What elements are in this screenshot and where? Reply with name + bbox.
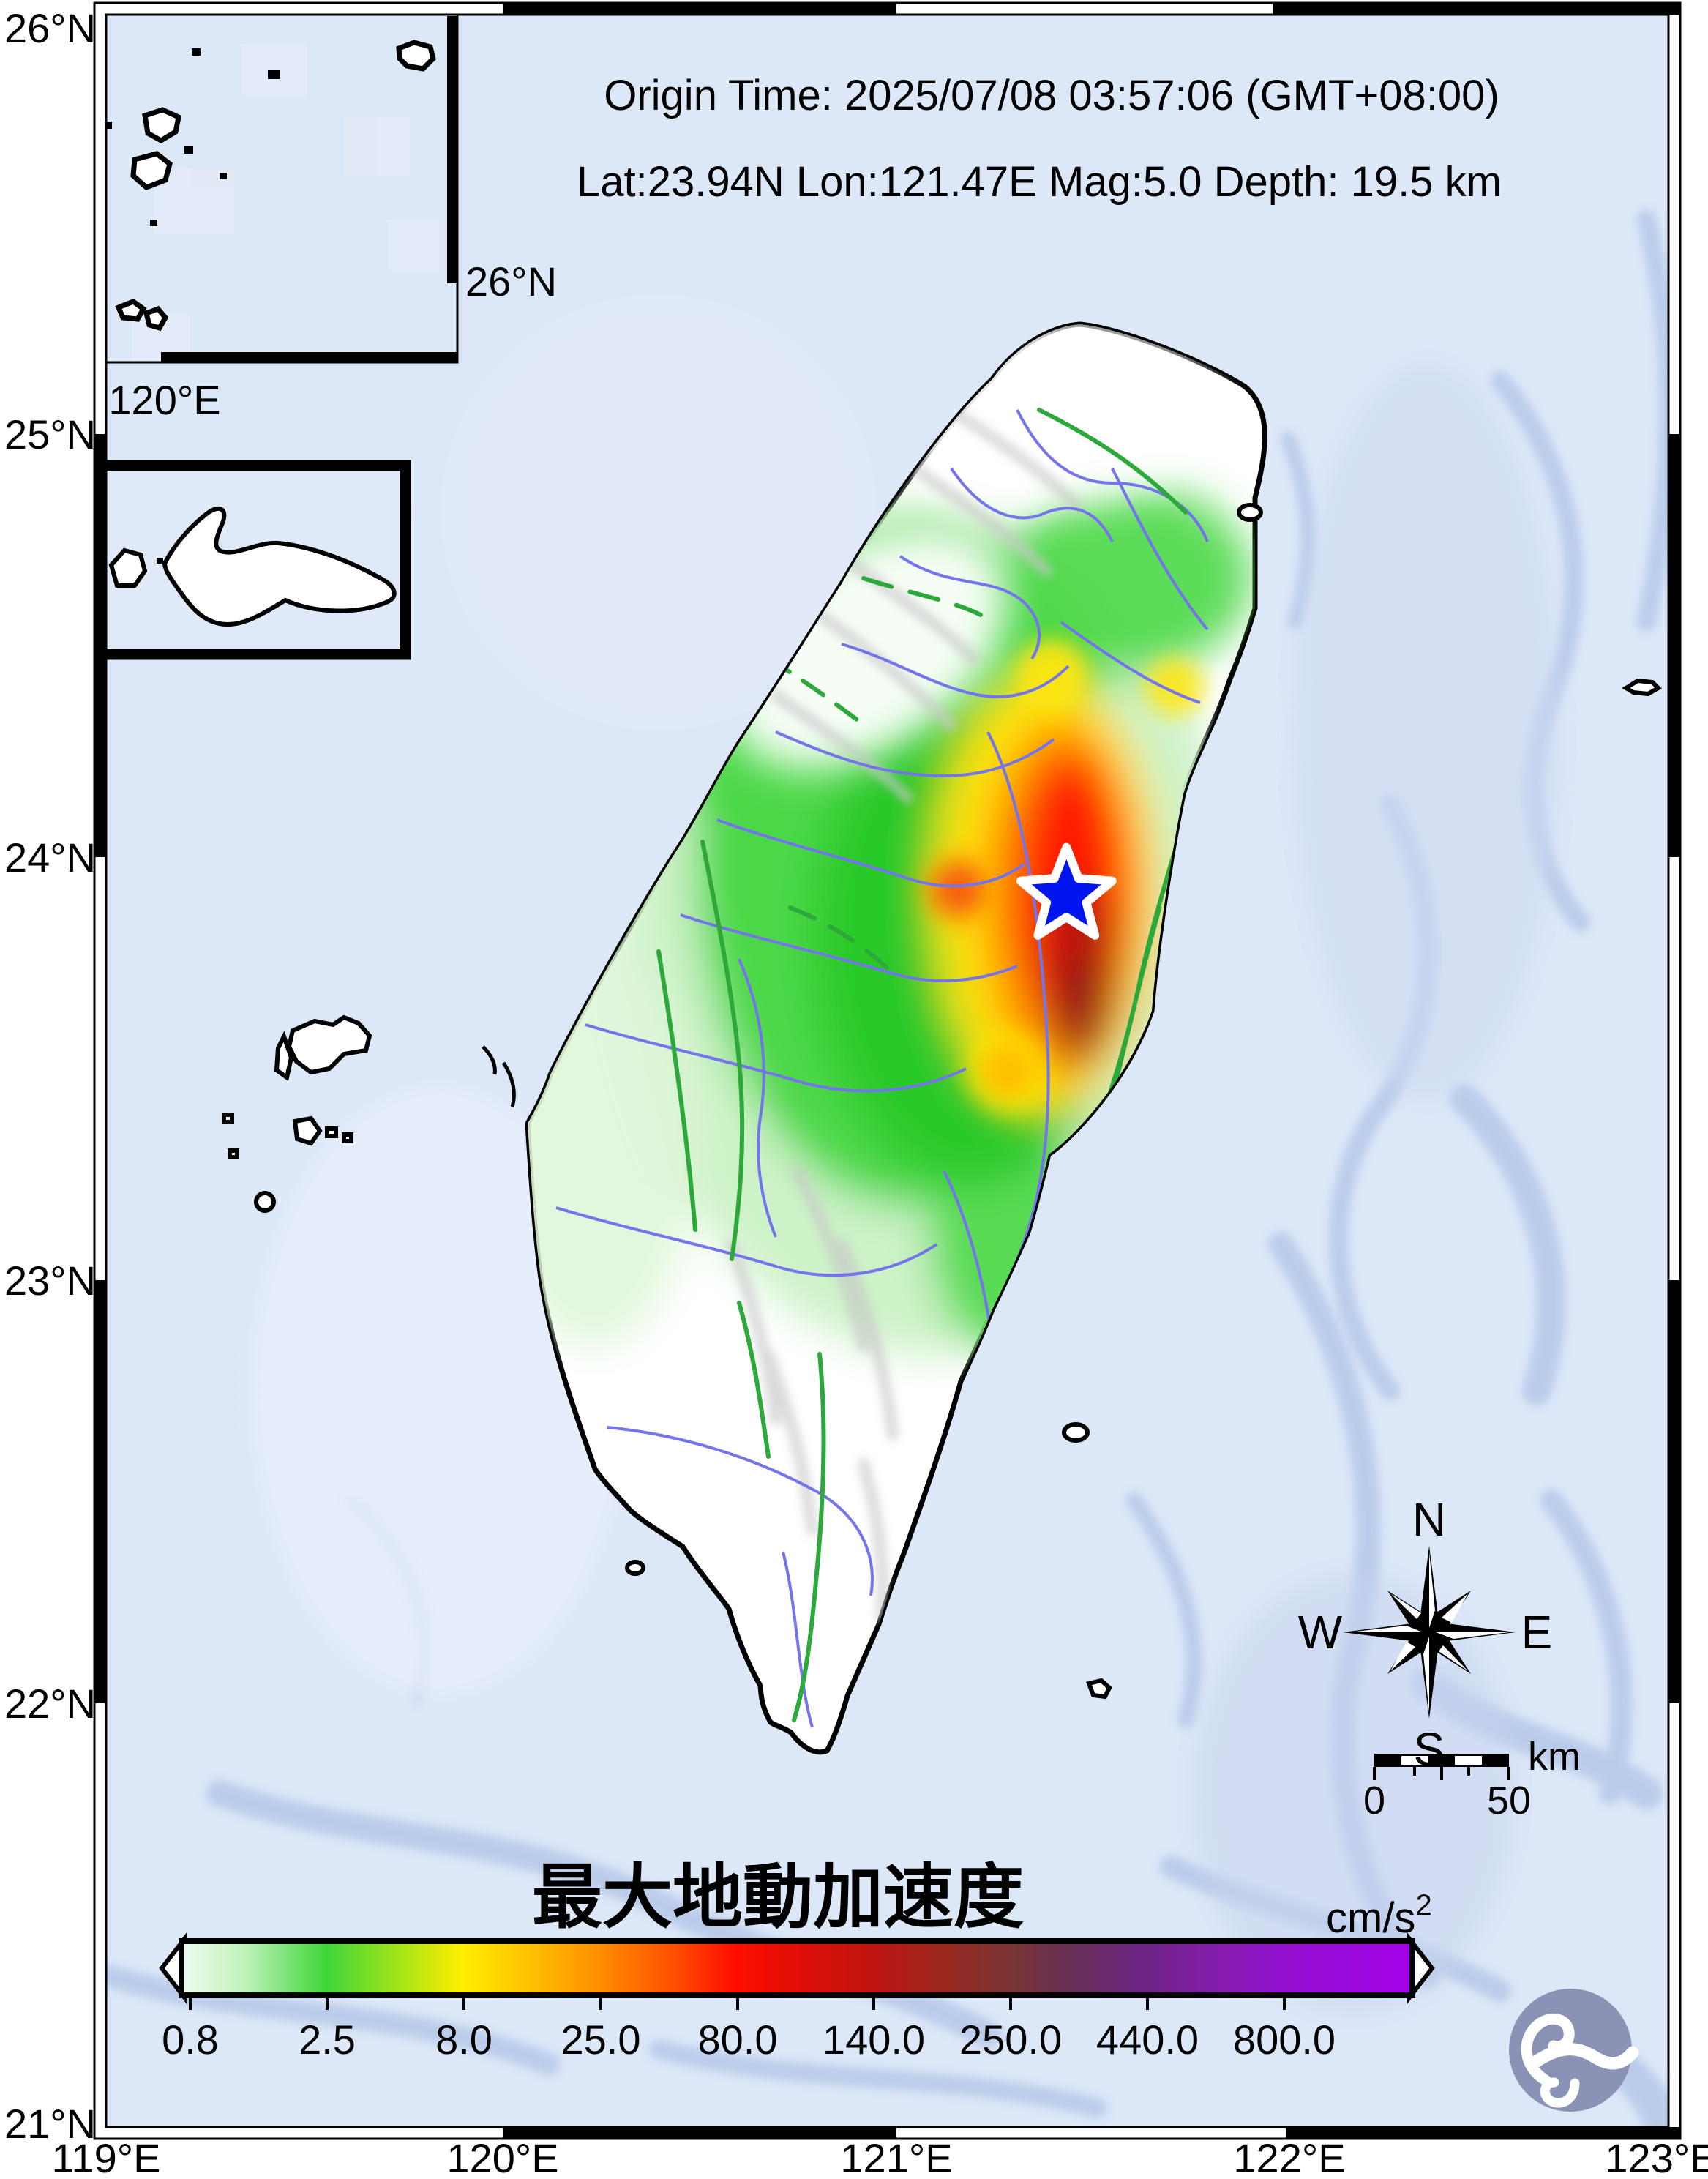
colorbar-tick-0: 0.8 (162, 2017, 219, 2063)
colorbar-title: 最大地動加速度 (532, 1856, 1024, 1938)
epicenter-star (1016, 842, 1117, 940)
inset-matsu-tick-bottom (161, 352, 457, 362)
offshore-islands (222, 503, 1662, 1700)
colorbar-tick-marks (189, 1995, 1286, 2010)
sea-shallow-patches (249, 293, 1559, 2013)
juguang-island (115, 299, 147, 322)
colorbar-tick-8: 800.0 (1233, 2017, 1336, 2063)
colorbar-gradient (179, 1938, 1415, 1998)
qimei-island (254, 1191, 276, 1213)
inset-matsu-lat-label: 26°N (465, 258, 557, 304)
county-boundaries (555, 409, 1209, 1728)
penghu-dot (222, 1113, 234, 1124)
scalebar-unit-label: km (1528, 1735, 1581, 1779)
star-icon (1016, 842, 1117, 940)
penghu-dot (325, 1126, 338, 1138)
lat-label-26n: 26°N (4, 5, 96, 51)
lat-label-24n: 24°N (4, 834, 96, 881)
nangan-island (130, 151, 173, 191)
colorbar-tick-7: 440.0 (1096, 2017, 1199, 2063)
compass-rose (1343, 1546, 1516, 1719)
lat-label-21n: 21°N (4, 2101, 96, 2147)
colorbar (159, 1932, 1435, 2010)
juguang-island-2 (143, 305, 169, 332)
yonaguni-island (1622, 678, 1662, 697)
lon-label-119e: 119°E (51, 2135, 160, 2179)
scalebar-start-label: 0 (1363, 1779, 1385, 1823)
colorbar-tick-3: 25.0 (561, 2017, 641, 2063)
map-frame (93, 1, 1682, 2140)
header-line2: Lat:23.94N Lon:121.47E Mag:5.0 Depth: 19… (577, 158, 1502, 206)
penghu-xiyu-island (274, 1031, 294, 1082)
compass-rose-icon (1343, 1546, 1516, 1719)
lieyu-island (108, 547, 148, 588)
inset-kinmen (94, 460, 411, 660)
penghu-dot (228, 1148, 239, 1159)
colorbar-unit: cm/s2 (1326, 1889, 1432, 1942)
beigan-island (142, 107, 181, 144)
inset-matsu-lon-label: 120°E (108, 377, 220, 423)
colorbar-tick-5: 140.0 (823, 2017, 925, 2063)
kinmen-island (162, 506, 397, 627)
colorbar-tick-2: 8.0 (435, 2017, 492, 2063)
lat-label-25n: 25°N (4, 411, 96, 457)
scalebar-end-label: 50 (1487, 1779, 1531, 1823)
lon-label-121e: 121°E (840, 2135, 952, 2179)
inset-matsu (105, 13, 459, 364)
labels: Origin Time: 2025/07/08 03:57:06 (GMT+08… (4, 5, 1708, 2179)
colorbar-tick-6: 250.0 (959, 2017, 1062, 2063)
header-line1: Origin Time: 2025/07/08 03:57:06 (GMT+08… (604, 72, 1499, 119)
xiaoliuqiu-island (625, 1560, 645, 1576)
lon-label-122e: 122°E (1233, 2135, 1345, 2179)
coastal-sandbar (482, 1045, 497, 1075)
compass-label-s: S (1414, 1723, 1445, 1776)
compass-label-w: W (1298, 1606, 1343, 1659)
orchid-island (1085, 1678, 1112, 1700)
lat-label-23n: 23°N (4, 1257, 96, 1304)
penghu-islet (292, 1115, 323, 1146)
green-island (1062, 1422, 1090, 1443)
lon-label-123e: 123°E (1605, 2135, 1708, 2179)
dongyin-island (396, 40, 436, 72)
cwa-logo (1509, 1989, 1639, 2112)
colorbar-tick-1: 2.5 (299, 2017, 356, 2063)
waisanding-sandbar (501, 1061, 516, 1107)
lat-label-22n: 22°N (4, 1681, 96, 1727)
guishan-island (1237, 503, 1263, 522)
penghu-main-island (286, 1014, 372, 1075)
penghu-dot (342, 1132, 353, 1143)
compass-label-n: N (1412, 1493, 1446, 1546)
compass-label-e: E (1521, 1606, 1553, 1659)
inset-matsu-tick-right (447, 16, 457, 283)
lon-label-120e: 120°E (446, 2135, 558, 2179)
scale-bar (1373, 1754, 1510, 1780)
hillshade-texture (726, 404, 1082, 1623)
colorbar-tick-4: 80.0 (698, 2017, 778, 2063)
